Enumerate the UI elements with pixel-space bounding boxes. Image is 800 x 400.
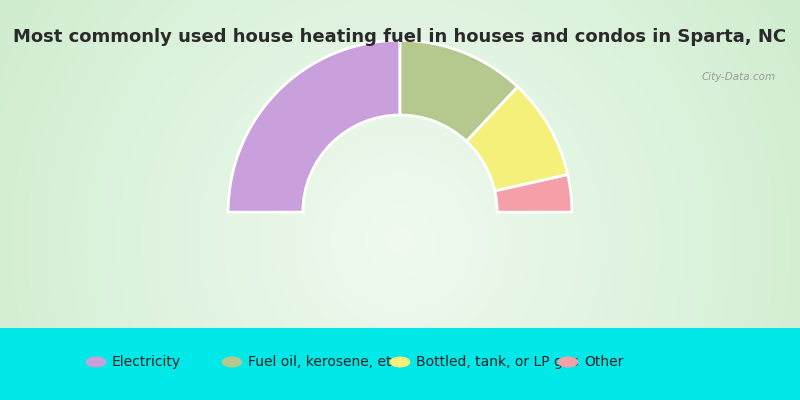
Text: Other: Other xyxy=(584,355,623,369)
Text: City-Data.com: City-Data.com xyxy=(702,72,776,82)
Wedge shape xyxy=(400,40,518,141)
Text: Fuel oil, kerosene, etc.: Fuel oil, kerosene, etc. xyxy=(248,355,403,369)
Wedge shape xyxy=(495,175,572,212)
Text: Most commonly used house heating fuel in houses and condos in Sparta, NC: Most commonly used house heating fuel in… xyxy=(14,28,786,46)
Bar xyxy=(0,328,800,400)
Text: Bottled, tank, or LP gas: Bottled, tank, or LP gas xyxy=(416,355,578,369)
Wedge shape xyxy=(228,40,400,212)
Wedge shape xyxy=(466,87,568,191)
Text: Electricity: Electricity xyxy=(112,355,181,369)
